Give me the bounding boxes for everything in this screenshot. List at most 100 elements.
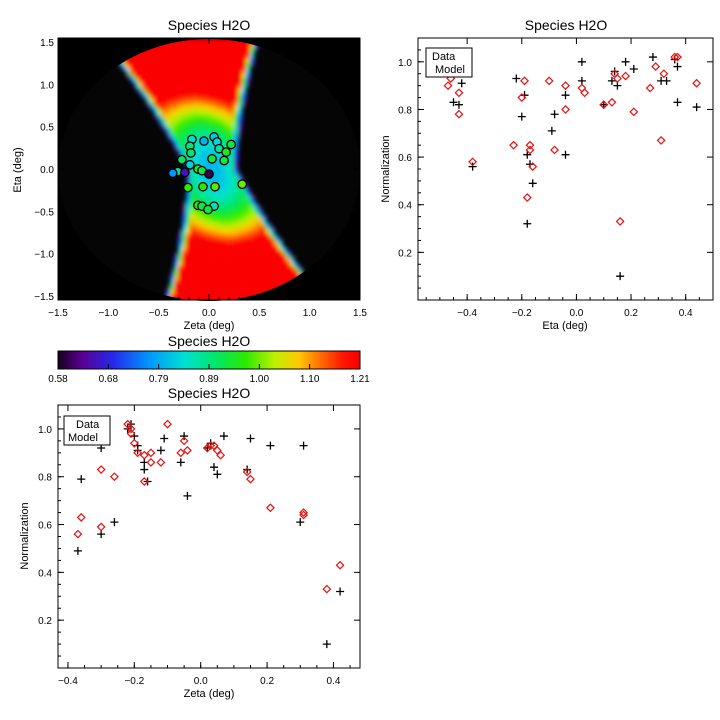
field-cell xyxy=(226,106,231,111)
field-cell xyxy=(174,290,179,295)
observation-point xyxy=(176,154,187,165)
field-cell xyxy=(278,246,283,251)
model-point xyxy=(522,193,532,203)
field-cell xyxy=(206,142,211,147)
colorbar-cell xyxy=(206,351,209,369)
colorbar-tick-label: 1.00 xyxy=(250,374,270,385)
colorbar-cell xyxy=(60,351,63,369)
field-cell xyxy=(206,290,211,295)
field-cell xyxy=(206,70,211,75)
colorbar-cell xyxy=(196,351,199,369)
field-cell xyxy=(138,58,143,63)
heatmap-title: Species H2O xyxy=(168,17,251,33)
field-cell xyxy=(198,82,203,87)
colorbar-cell xyxy=(288,351,291,369)
field-cell xyxy=(206,146,211,151)
model-point xyxy=(182,445,192,455)
field-cell xyxy=(254,214,259,219)
field-cell xyxy=(182,250,187,255)
field-cell xyxy=(158,114,163,119)
field-cell xyxy=(242,278,247,283)
field-cell xyxy=(202,114,207,119)
field-cell xyxy=(174,286,179,291)
field-cell xyxy=(186,226,191,231)
field-cell xyxy=(194,134,199,139)
field-cell xyxy=(242,98,247,103)
field-cell xyxy=(210,74,215,79)
field-cell xyxy=(258,282,263,287)
y-tick-label: 0.6 xyxy=(398,153,412,164)
field-cell xyxy=(150,54,155,59)
field-cell xyxy=(174,274,179,279)
field-cell xyxy=(250,62,255,67)
field-cell xyxy=(230,162,235,167)
field-cell xyxy=(210,66,215,71)
field-cell xyxy=(166,82,171,87)
field-cell xyxy=(178,106,183,111)
field-cell xyxy=(182,278,187,283)
model-point xyxy=(335,560,345,570)
field-cell xyxy=(206,122,211,127)
field-cell xyxy=(130,62,135,67)
x-tick-label: 0.4 xyxy=(326,676,340,687)
model-point xyxy=(96,465,106,475)
field-cell xyxy=(270,250,275,255)
field-cell xyxy=(230,70,235,75)
field-cell xyxy=(242,226,247,231)
data-point xyxy=(547,126,556,135)
field-cell xyxy=(278,238,283,243)
field-cell xyxy=(242,234,247,239)
colorbar-cell xyxy=(320,351,323,369)
colorbar-cell xyxy=(90,351,93,369)
field-cell xyxy=(178,150,183,155)
model-point xyxy=(126,424,136,434)
field-cell xyxy=(206,58,211,63)
field-cell xyxy=(158,98,163,103)
field-cell xyxy=(202,246,207,251)
colorbar-cell xyxy=(216,351,219,369)
field-cell xyxy=(234,46,239,51)
field-cell xyxy=(278,282,283,287)
field-cell xyxy=(222,122,227,127)
field-cell xyxy=(182,254,187,259)
field-cell xyxy=(238,190,243,195)
field-cell xyxy=(258,270,263,275)
field-cell xyxy=(226,262,231,267)
colorbar-cell xyxy=(308,351,311,369)
data-point xyxy=(673,98,682,107)
field-cell xyxy=(186,254,191,259)
field-cell xyxy=(226,126,231,131)
field-cell xyxy=(194,58,199,63)
field-cell xyxy=(246,294,251,299)
field-cell xyxy=(218,186,223,191)
field-cell xyxy=(194,50,199,55)
field-cell xyxy=(250,290,255,295)
field-cell xyxy=(218,70,223,75)
field-cell xyxy=(222,42,227,47)
field-cell xyxy=(198,194,203,199)
model-point xyxy=(156,457,166,467)
field-cell xyxy=(174,270,179,275)
field-cell xyxy=(150,102,155,107)
legend-data-label: Data xyxy=(76,419,100,431)
field-cell xyxy=(210,266,215,271)
field-cell xyxy=(262,226,267,231)
model-point xyxy=(520,76,529,86)
field-cell xyxy=(206,182,211,187)
heatmap-panel: Species H2O −1.5 −1.0 −0.5 0.0 0.5 1.0 1.5 −1.… xyxy=(12,17,367,332)
field-cell xyxy=(178,242,183,247)
y-tick-label: 0.2 xyxy=(38,616,52,627)
colorbar-tick-label: 0.89 xyxy=(199,374,219,385)
y-tick-label: 1.0 xyxy=(398,58,412,69)
y-tick-label: 0.6 xyxy=(38,521,52,532)
colorbar-tick-label: 0.58 xyxy=(48,374,68,385)
field-cell xyxy=(158,90,163,95)
x-tick-label: 0.2 xyxy=(624,308,638,319)
field-cell xyxy=(142,62,147,67)
field-cell xyxy=(294,262,299,267)
field-cell xyxy=(230,230,235,235)
field-cell xyxy=(130,70,135,75)
observation-point xyxy=(167,168,178,179)
field-cell xyxy=(270,270,275,275)
field-cell xyxy=(254,266,259,271)
